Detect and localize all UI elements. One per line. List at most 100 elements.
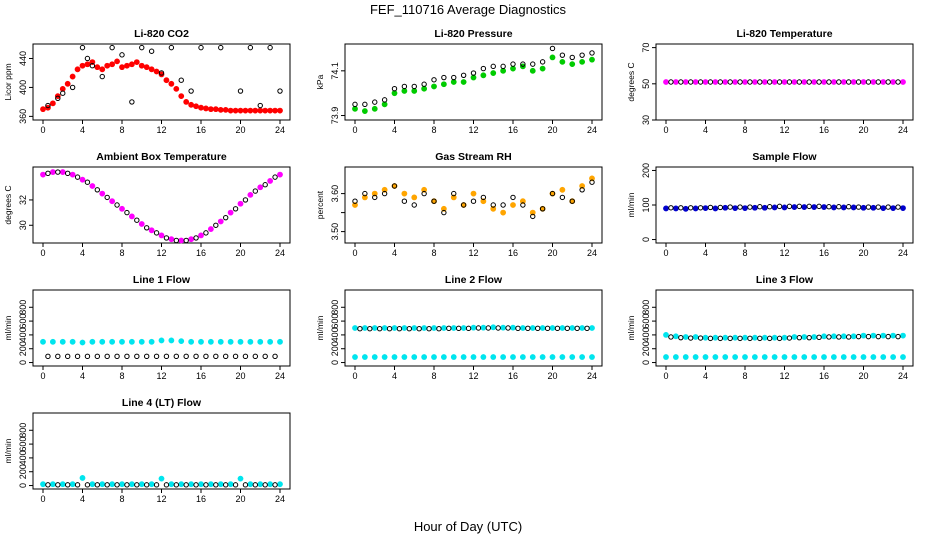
data-point bbox=[761, 334, 768, 341]
data-point bbox=[697, 205, 704, 211]
data-point bbox=[104, 482, 110, 488]
data-point bbox=[381, 97, 388, 103]
panel-title: Line 4 (LT) Flow bbox=[122, 397, 202, 409]
data-point bbox=[672, 205, 679, 212]
data-point bbox=[207, 226, 214, 232]
data-point bbox=[727, 335, 733, 342]
y-axis-label: ml/min bbox=[626, 192, 636, 217]
data-point bbox=[74, 482, 81, 488]
x-tick-label: 12 bbox=[156, 371, 166, 381]
data-point bbox=[549, 354, 556, 360]
data-point bbox=[490, 70, 497, 76]
data-point bbox=[69, 73, 76, 80]
data-point bbox=[203, 105, 209, 112]
x-tick-label: 4 bbox=[80, 125, 85, 135]
y-tick-label: 50 bbox=[641, 79, 651, 89]
data-point bbox=[381, 354, 388, 360]
panel-1: Li-820 CO2 0 4 8 12 16 20 24 360 400 440 Licor ppm bbox=[3, 28, 291, 135]
data-point bbox=[757, 204, 763, 210]
data-point bbox=[840, 204, 847, 211]
data-point bbox=[470, 198, 477, 204]
data-point bbox=[771, 334, 778, 341]
data-point bbox=[262, 107, 269, 114]
data-point bbox=[895, 333, 901, 340]
data-point bbox=[124, 353, 130, 360]
data-point bbox=[59, 481, 66, 488]
y-tick-label: 200 bbox=[18, 341, 28, 356]
data-point bbox=[207, 106, 214, 113]
data-point bbox=[237, 107, 244, 114]
series-1 bbox=[352, 54, 595, 114]
data-point bbox=[272, 107, 278, 114]
x-tick-label: 4 bbox=[703, 248, 708, 258]
data-point bbox=[257, 481, 264, 488]
figure-title: FEF_110716 Average Diagnostics bbox=[370, 2, 567, 17]
data-point bbox=[490, 202, 496, 208]
data-point bbox=[242, 353, 249, 360]
figure-xlabel: Hour of Day (UTC) bbox=[414, 519, 522, 534]
x-tick-label: 20 bbox=[235, 494, 245, 504]
data-point bbox=[421, 354, 428, 360]
data-point bbox=[94, 353, 101, 360]
data-point bbox=[890, 354, 897, 360]
data-point bbox=[237, 475, 244, 482]
data-point bbox=[717, 335, 724, 342]
data-point bbox=[539, 206, 546, 212]
data-point bbox=[247, 338, 254, 345]
data-point bbox=[529, 325, 536, 331]
data-point bbox=[104, 353, 110, 360]
data-point bbox=[371, 105, 378, 112]
series-2 bbox=[352, 324, 595, 331]
data-point bbox=[727, 79, 733, 85]
data-point bbox=[880, 205, 887, 212]
data-point bbox=[554, 325, 561, 332]
x-tick-label: 0 bbox=[40, 494, 45, 504]
x-tick-label: 8 bbox=[119, 248, 124, 258]
x-tick-label: 4 bbox=[703, 371, 708, 381]
data-point bbox=[470, 354, 477, 360]
data-point bbox=[515, 325, 521, 332]
data-point bbox=[431, 198, 437, 204]
data-point bbox=[732, 354, 739, 360]
data-point bbox=[569, 325, 576, 331]
series-2 bbox=[668, 203, 901, 211]
data-point bbox=[163, 482, 170, 488]
plot-frame bbox=[344, 43, 603, 121]
data-point bbox=[672, 79, 679, 85]
y-tick-label: 200 bbox=[641, 163, 651, 178]
x-tick-label: 4 bbox=[80, 371, 85, 381]
data-point bbox=[79, 62, 86, 69]
data-point bbox=[207, 481, 214, 488]
data-point bbox=[371, 354, 378, 360]
data-point bbox=[391, 86, 398, 92]
data-point bbox=[519, 354, 526, 360]
panel-title: Li-820 Temperature bbox=[736, 28, 832, 40]
data-point bbox=[441, 74, 447, 81]
data-point bbox=[148, 481, 155, 488]
data-point bbox=[59, 338, 66, 345]
data-point bbox=[431, 83, 437, 90]
plot-frame bbox=[32, 166, 291, 244]
x-tick-label: 8 bbox=[742, 248, 747, 258]
data-point bbox=[401, 83, 408, 90]
panel-3: Li-820 Temperature 0 4 8 12 16 20 24 30 50 70 degre… bbox=[626, 28, 914, 135]
data-point bbox=[519, 325, 526, 331]
data-point bbox=[119, 52, 125, 58]
x-tick-label: 20 bbox=[235, 248, 245, 258]
data-point bbox=[791, 334, 798, 340]
data-point bbox=[860, 332, 867, 339]
data-point bbox=[776, 335, 783, 342]
data-point bbox=[153, 68, 160, 75]
data-point bbox=[129, 99, 135, 105]
data-point bbox=[761, 79, 768, 85]
data-point bbox=[885, 333, 891, 340]
data-point bbox=[267, 44, 273, 51]
x-tick-label: 12 bbox=[779, 248, 789, 258]
data-point bbox=[114, 482, 120, 488]
data-point bbox=[490, 324, 497, 331]
data-point bbox=[446, 325, 452, 332]
data-point bbox=[490, 63, 496, 70]
data-point bbox=[821, 354, 827, 360]
data-point bbox=[128, 481, 135, 488]
data-point bbox=[60, 90, 66, 96]
